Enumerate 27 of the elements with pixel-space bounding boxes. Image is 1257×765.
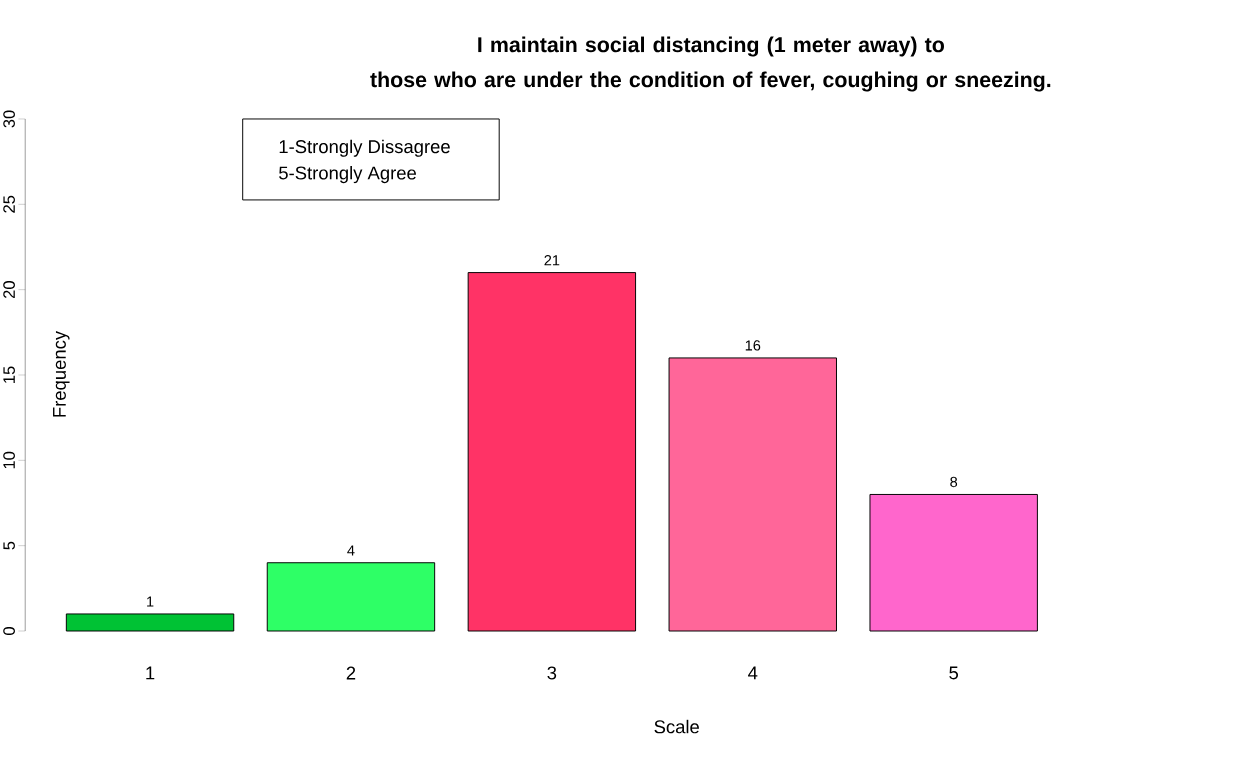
- data-label: 8: [950, 477, 958, 488]
- bar: [65, 613, 235, 632]
- chart-title: I maintain social distancing (1 meter away) to those who are under the condition of fever, coughing or sneezing.: [370, 36, 1051, 92]
- x-tick-label: 5: [949, 666, 959, 680]
- bar: [467, 272, 637, 632]
- data-label: 16: [745, 340, 761, 351]
- x-tick-label: 1: [146, 666, 155, 680]
- data-label: 1: [147, 596, 154, 607]
- bar: [869, 494, 1038, 632]
- x-tick-label: 4: [748, 666, 758, 680]
- y-axis-title: Frequency: [53, 331, 70, 417]
- y-tick-label: 20: [3, 281, 15, 299]
- x-axis-title: Scale: [654, 719, 699, 734]
- y-tick-label: 0: [3, 627, 15, 636]
- bar: [668, 357, 837, 632]
- y-tick-label: 10: [3, 451, 15, 469]
- y-tick-label: 15: [3, 366, 15, 384]
- data-label: 21: [544, 255, 560, 266]
- data-label: 4: [347, 545, 355, 556]
- x-tick-label: 2: [346, 666, 356, 680]
- y-tick-label: 5: [3, 541, 15, 550]
- annotation: 5-Strongly Agree: [279, 166, 416, 184]
- annotation: 1-Strongly Dissagree: [279, 139, 450, 158]
- x-tick-label: 3: [547, 666, 557, 680]
- y-tick-label: 25: [3, 196, 15, 213]
- y-tick-label: 30: [3, 110, 15, 128]
- bar: [266, 562, 436, 632]
